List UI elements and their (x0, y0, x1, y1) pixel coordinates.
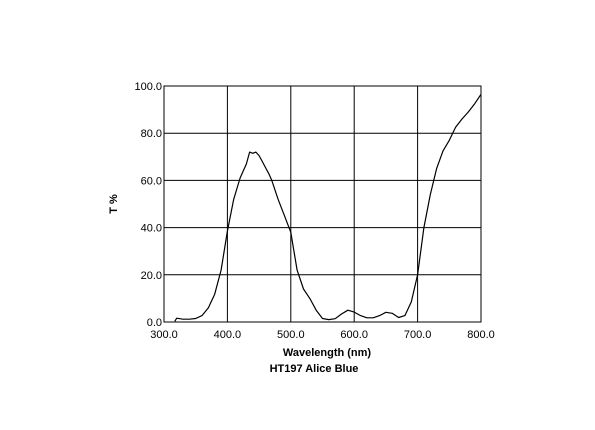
x-tick-label: 600.0 (340, 329, 368, 341)
series (174, 93, 482, 322)
x-tick-label: 400.0 (214, 329, 242, 341)
x-tick-label: 300.0 (150, 329, 178, 341)
grid (163, 85, 482, 323)
plot-area (163, 85, 482, 323)
x-tick-label: 800.0 (467, 329, 495, 341)
y-tick-label: 40.0 (141, 223, 162, 235)
y-tick-label: 100.0 (134, 81, 162, 93)
tick-labels: 300.0 400.0 500.0 600.0 700.0 800.0 0.0 20.0 40.… (134, 81, 494, 341)
y-tick-label: 20.0 (141, 270, 162, 282)
x-tick-label: 700.0 (404, 329, 432, 341)
y-tick-label: 80.0 (141, 128, 162, 140)
y-axis-label: T % (108, 194, 120, 214)
x-tick-label: 500.0 (277, 329, 305, 341)
transmission-series-line (174, 93, 482, 322)
chart-title: HT197 Alice Blue (270, 363, 359, 375)
y-tick-label: 0.0 (147, 317, 162, 329)
y-tick-label: 60.0 (141, 175, 162, 187)
x-axis-label: Wavelength (nm) (283, 347, 372, 359)
